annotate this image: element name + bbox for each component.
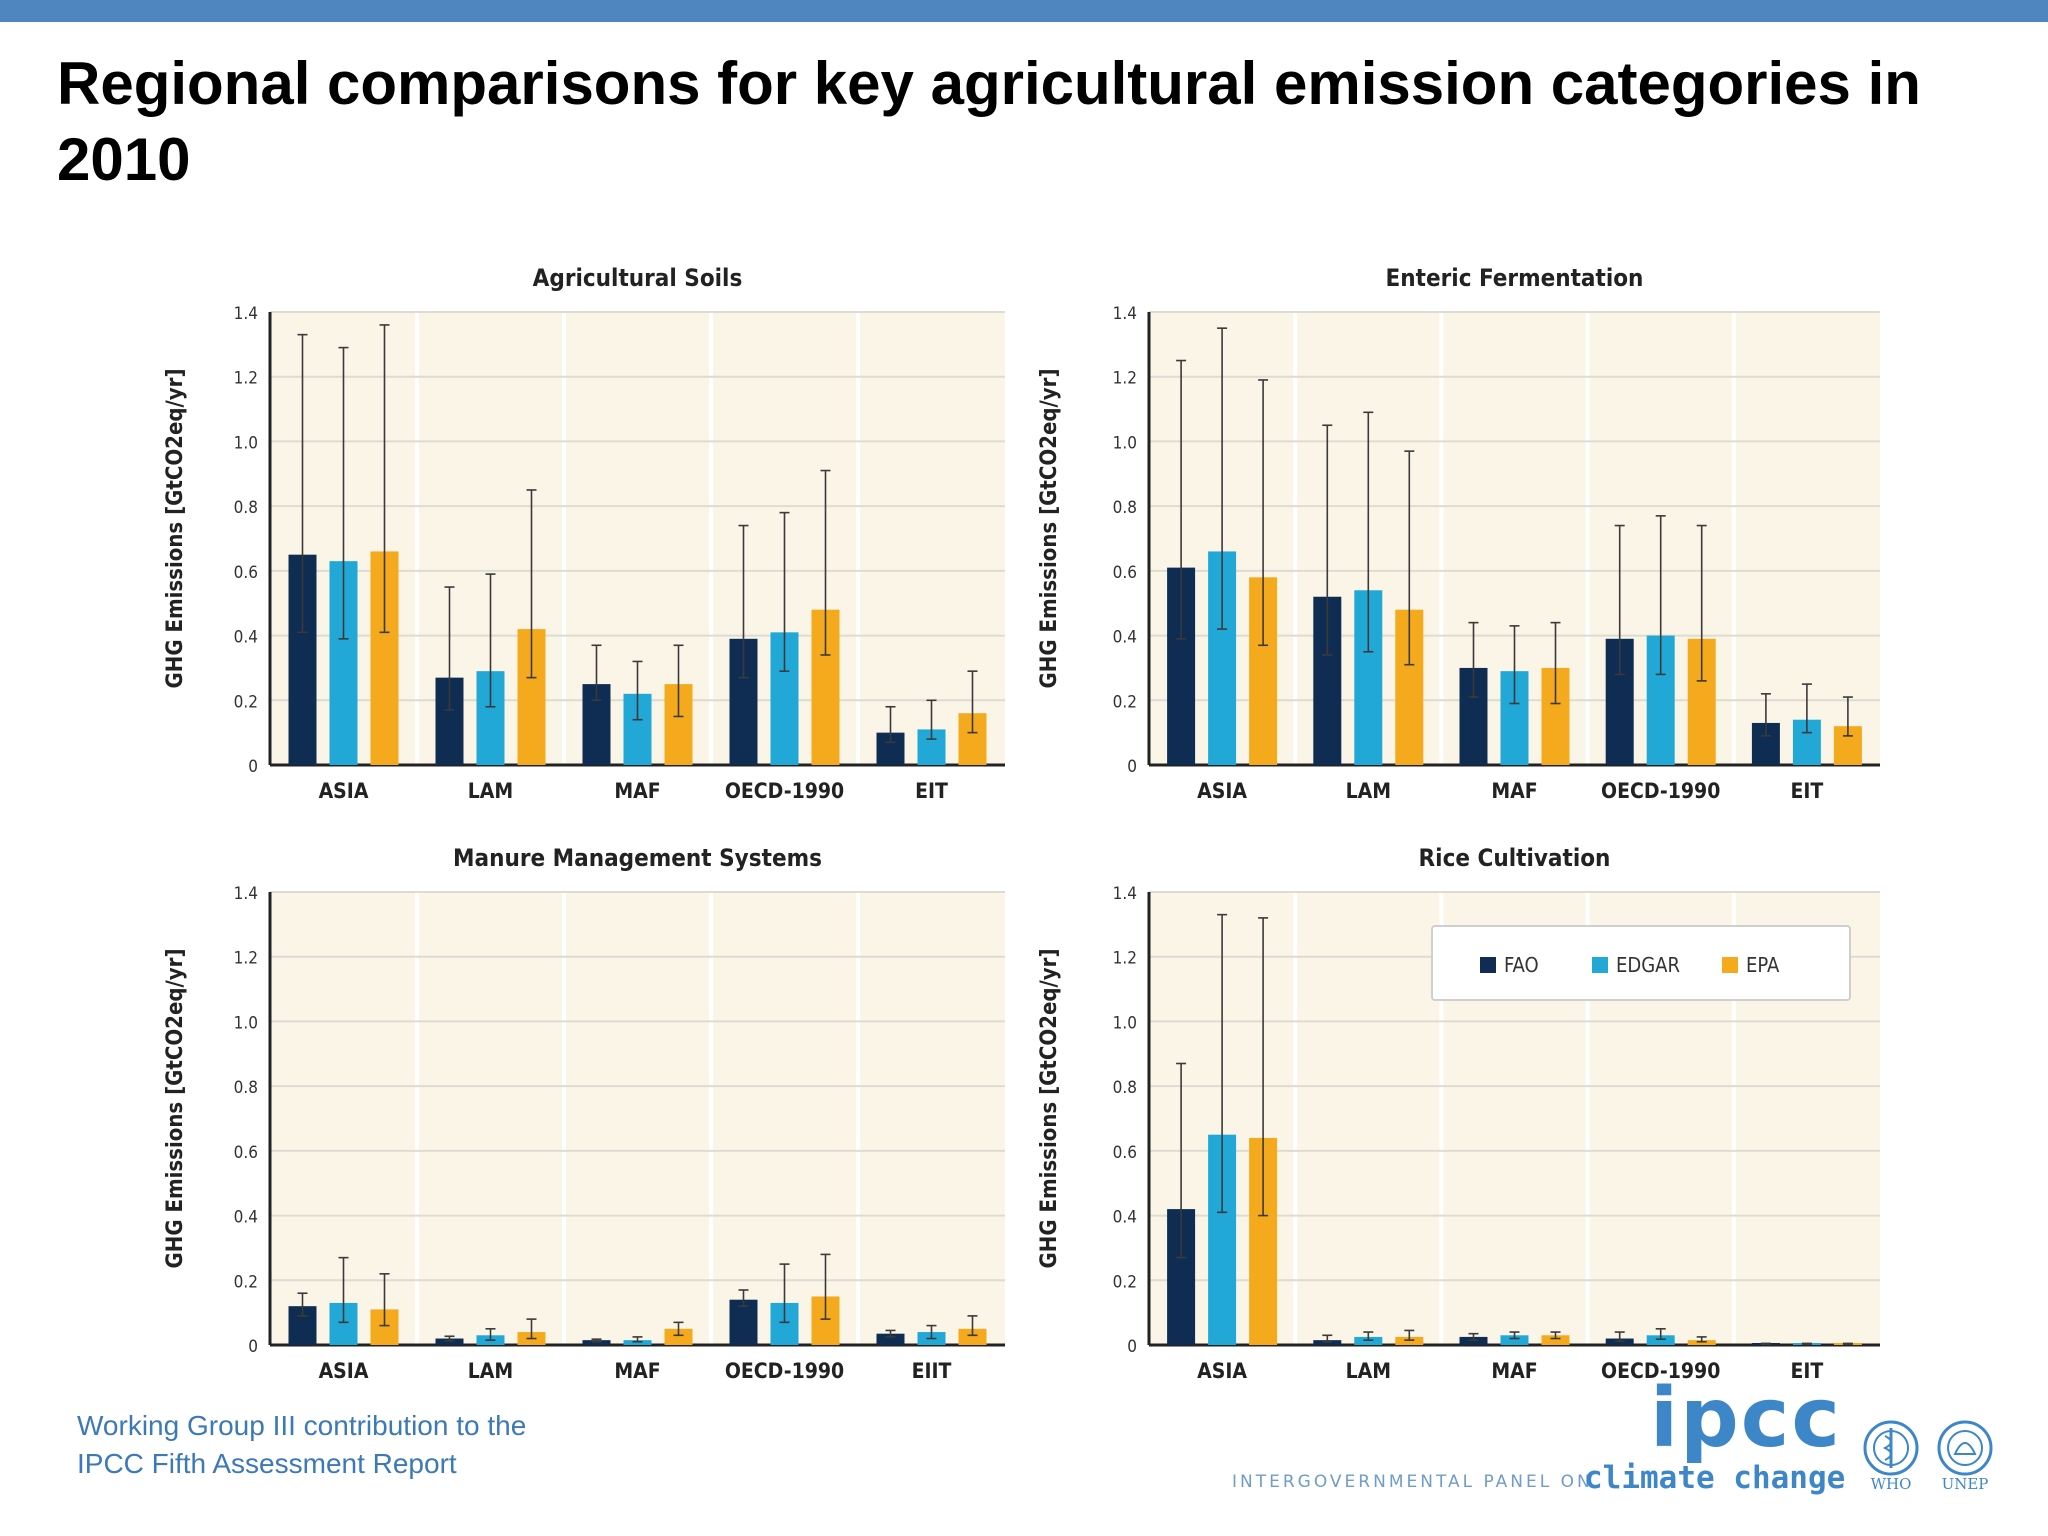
legend-label-edgar: EDGAR (1616, 953, 1680, 977)
y-tick-label: 0.8 (1113, 1078, 1137, 1098)
x-tick-label: LAM (468, 1359, 513, 1383)
y-tick-label: 1.2 (234, 949, 258, 969)
x-tick-label: ASIA (1197, 779, 1247, 803)
y-tick-label: 0.6 (1113, 1143, 1137, 1163)
who-emblem-icon (1860, 1418, 1922, 1483)
x-tick-label: OECD-1990 (1601, 779, 1720, 803)
panel-title: Rice Cultivation (1419, 844, 1611, 872)
y-tick-label: 0.6 (234, 1143, 258, 1163)
y-tick-label: 0.8 (234, 1078, 258, 1098)
x-tick-label: EIIT (912, 1359, 952, 1383)
x-tick-label: EIT (1790, 779, 1823, 803)
y-tick-label: 0 (1127, 757, 1137, 777)
legend-swatch-fao (1480, 957, 1496, 973)
y-axis-label: GHG Emissions [GtCO2eq/yr] (163, 369, 188, 689)
y-tick-label: 0.2 (234, 692, 258, 712)
y-tick-label: 0.8 (1113, 498, 1137, 518)
x-tick-label: MAF (614, 1359, 660, 1383)
panel-title: Manure Management Systems (453, 844, 822, 872)
y-tick-label: 1.0 (1113, 433, 1137, 453)
ipcc-logo: ipcc (1650, 1371, 1843, 1466)
bar-edgar-lam (1354, 1336, 1383, 1345)
y-tick-label: 0.4 (1113, 1208, 1137, 1228)
y-tick-label: 1.2 (1113, 949, 1137, 969)
x-tick-label: ASIA (319, 1359, 369, 1383)
y-tick-label: 1.4 (234, 304, 258, 324)
bar-epa-maf (664, 1328, 693, 1345)
x-tick-label: ASIA (1197, 1359, 1247, 1383)
y-tick-label: 0 (248, 757, 258, 777)
legend-box (1431, 925, 1851, 1001)
y-axis-label: GHG Emissions [GtCO2eq/yr] (163, 949, 188, 1269)
legend-swatch-epa (1722, 957, 1738, 973)
y-axis-label: GHG Emissions [GtCO2eq/yr] (1037, 949, 1062, 1269)
bar-epa-maf (1541, 1335, 1570, 1345)
y-tick-label: 1.2 (1113, 369, 1137, 389)
y-tick-label: 1.4 (1113, 884, 1137, 904)
y-tick-label: 1.0 (234, 433, 258, 453)
y-tick-label: 0 (1127, 1337, 1137, 1357)
bar-fao-eiit (876, 1333, 905, 1345)
legend-swatch-edgar (1592, 957, 1608, 973)
y-tick-label: 0.4 (234, 628, 258, 648)
y-tick-label: 0.6 (234, 563, 258, 583)
bar-epa-oecd-1990 (1687, 1340, 1716, 1345)
legend-label-fao: FAO (1504, 953, 1539, 977)
who-label: WHO (1870, 1475, 1912, 1493)
bar-edgar-maf (623, 1340, 652, 1345)
panel-title: Agricultural Soils (533, 264, 743, 292)
y-tick-label: 0 (248, 1337, 258, 1357)
bar-edgar-maf (1500, 1335, 1529, 1345)
bar-fao-lam (435, 1338, 464, 1345)
y-axis-label: GHG Emissions [GtCO2eq/yr] (1037, 369, 1062, 689)
x-tick-label: OECD-1990 (725, 779, 844, 803)
header-accent-bar (0, 0, 2048, 22)
y-tick-label: 0.2 (1113, 692, 1137, 712)
bar-edgar-oecd-1990 (1646, 1335, 1675, 1345)
unep-emblem-icon (1934, 1418, 1996, 1483)
footer-line-1: Working Group III contribution to the (77, 1410, 527, 1441)
y-tick-label: 0.4 (1113, 628, 1137, 648)
y-tick-label: 0.2 (1113, 1272, 1137, 1292)
legend-label-epa: EPA (1746, 953, 1780, 977)
x-tick-label: MAF (1491, 779, 1537, 803)
bar-epa-eiit (958, 1328, 987, 1345)
bar-fao-maf (1459, 1336, 1488, 1345)
y-tick-label: 1.0 (234, 1013, 258, 1033)
x-tick-label: LAM (1346, 1359, 1391, 1383)
bar-fao-oecd-1990 (729, 1299, 758, 1345)
panel-title: Enteric Fermentation (1386, 264, 1644, 292)
bar-fao-lam (1313, 1340, 1342, 1345)
ipcc-logo-subtitle: INTERGOVERNMENTAL PANEL ON (1232, 1472, 1593, 1492)
x-tick-label: OECD-1990 (1601, 1359, 1720, 1383)
plot-area (270, 892, 1005, 1345)
y-tick-label: 0.4 (234, 1208, 258, 1228)
x-tick-label: ASIA (319, 779, 369, 803)
slide-title: Regional comparisons for key agricultura… (57, 50, 1921, 193)
x-tick-label: EIT (915, 779, 948, 803)
x-tick-label: MAF (1491, 1359, 1537, 1383)
x-tick-label: OECD-1990 (725, 1359, 844, 1383)
ipcc-logo-subtitle-word: climate change (1584, 1460, 1846, 1496)
x-tick-label: EIT (1790, 1359, 1823, 1383)
unep-label: UNEP (1941, 1475, 1989, 1493)
y-tick-label: 1.4 (234, 884, 258, 904)
y-tick-label: 1.2 (234, 369, 258, 389)
y-tick-label: 1.0 (1113, 1013, 1137, 1033)
x-tick-label: LAM (1346, 779, 1391, 803)
y-tick-label: 1.4 (1113, 304, 1137, 324)
bar-epa-lam (1395, 1336, 1424, 1345)
x-tick-label: MAF (614, 779, 660, 803)
y-tick-label: 0.6 (1113, 563, 1137, 583)
y-tick-label: 0.8 (234, 498, 258, 518)
bar-fao-maf (582, 1340, 611, 1345)
footer-line-2: IPCC Fifth Assessment Report (77, 1448, 457, 1479)
y-tick-label: 0.2 (234, 1272, 258, 1292)
x-tick-label: LAM (468, 779, 513, 803)
